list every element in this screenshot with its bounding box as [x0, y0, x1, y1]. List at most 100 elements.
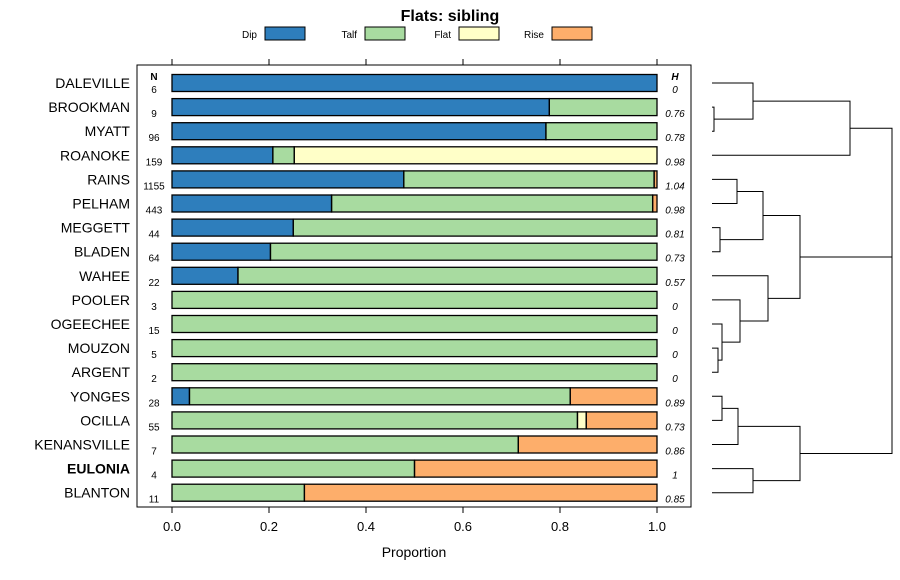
bar-segment-talf [172, 315, 657, 333]
bar-segment-outline [269, 242, 658, 261]
bar-segment-outline [651, 194, 658, 213]
bar-segment-dip [172, 267, 238, 285]
bar-segment-talf [172, 291, 657, 309]
row-label: DALEVILLE [55, 75, 130, 91]
bar-row: ROANOKE 159 0.98 [60, 146, 685, 168]
row-n-value: 11 [149, 495, 160, 506]
row-n-value: 5 [151, 350, 157, 361]
bar-segment-outline [569, 387, 658, 406]
row-label: EULONIA [67, 461, 130, 477]
bar-segment-talf [331, 195, 653, 212]
dendrogram-branch [763, 215, 801, 299]
bar-row: MYATT 96 0.78 [85, 122, 685, 144]
bar-segment-talf [270, 243, 657, 261]
row-n-value: 55 [148, 422, 160, 433]
bar-segment-rise [652, 195, 657, 212]
bar-segment-outline [292, 218, 658, 237]
plot-frame [136, 64, 692, 508]
row-n-value: 3 [151, 302, 157, 313]
row-label: BLANTON [64, 485, 130, 501]
legend-swatch-flat [458, 26, 500, 41]
row-h-value: 0.57 [665, 278, 685, 289]
dendrogram-branch [712, 407, 739, 445]
bar-segment-dip [172, 74, 657, 92]
bar-segment-dip [172, 195, 332, 212]
bar-segment-talf [293, 219, 657, 237]
bar-segment-outline [548, 97, 658, 117]
row-label: PELHAM [72, 196, 130, 212]
row-label: ROANOKE [60, 147, 130, 163]
dendrogram-branch [712, 347, 719, 373]
bar-row: POOLER 3 0 [72, 290, 678, 313]
bar-row: WAHEE 22 0.57 [79, 266, 685, 289]
row-h-value: 0.76 [665, 109, 685, 120]
x-tick-label: 0.0 [163, 519, 181, 534]
row-n-value: 6 [151, 85, 157, 96]
bar-segment-rise [518, 436, 657, 453]
row-h-value: 0.81 [665, 230, 684, 241]
row-n-value: 159 [146, 157, 163, 168]
row-label: KENANSVILLE [34, 437, 130, 453]
bar-segment-talf [172, 363, 657, 381]
bar-segment-rise [570, 387, 657, 405]
row-h-value: 0.85 [665, 495, 685, 506]
bar-segment-talf [172, 411, 578, 429]
row-n-value: 96 [148, 133, 160, 144]
bar-row: PELHAM 443 0.98 [72, 194, 685, 217]
row-h-value: 0.98 [665, 206, 685, 217]
row-label: OGEECHEE [51, 316, 130, 332]
bar-segment-outline [303, 483, 658, 502]
bar-segment-talf [172, 436, 519, 453]
bar-segment-dip [172, 122, 546, 140]
bar-row: YONGES 28 0.89 [70, 387, 685, 409]
x-tick-label: 0.6 [454, 519, 472, 534]
dendrogram-branch [712, 100, 851, 156]
row-label: YONGES [70, 388, 130, 404]
bar-segment-outline [413, 459, 658, 478]
legend-swatch-dip [264, 26, 306, 41]
row-label: WAHEE [79, 268, 130, 284]
row-h-value: 0.86 [665, 447, 685, 458]
row-label: OCILLA [80, 412, 130, 428]
row-h-value: 0.73 [665, 254, 685, 265]
dendrogram-branch [720, 190, 764, 241]
dendrogram-branch [712, 82, 754, 120]
dendrogram [712, 82, 893, 494]
row-label: MOUZON [68, 340, 130, 356]
row-label: POOLER [72, 292, 130, 308]
legend-label-flat: Flat [434, 30, 451, 41]
row-h-value: 1 [672, 471, 678, 482]
bar-row: ARGENT 2 0 [72, 363, 678, 385]
row-label: RAINS [87, 171, 130, 187]
bar-segment-dip [172, 219, 294, 237]
bar-row: EULONIA 4 1 [67, 459, 678, 482]
bar-segment-talf [172, 484, 305, 502]
row-n-value: 15 [148, 326, 160, 337]
row-label: MEGGETT [61, 220, 131, 236]
row-n-value: 28 [148, 398, 160, 409]
bar-segment-talf [272, 146, 295, 164]
bar-segment-flat [577, 411, 587, 429]
row-h-value: 0 [672, 85, 678, 96]
bar-segment-outline [171, 338, 658, 358]
bar-row: BLADEN 64 0.73 [74, 242, 685, 265]
row-n-value: 2 [151, 374, 157, 385]
bar-segment-outline [171, 363, 658, 382]
dendrogram-branch [712, 395, 723, 421]
x-axis: 0.0 0.2 0.4 0.6 0.8 1.0 [163, 507, 666, 534]
row-n-value: 4 [151, 471, 157, 482]
row-h-value: 0.89 [665, 398, 685, 409]
row-label: BLADEN [74, 244, 130, 260]
bar-segment-dip [172, 146, 273, 164]
bar-segment-outline [171, 73, 658, 93]
chart-title: Flats: sibling [401, 8, 500, 25]
row-n-value: 64 [148, 254, 160, 265]
x-axis-label: Proportion [382, 544, 447, 560]
bar-segment-outline [293, 146, 658, 165]
x-tick-label: 0.2 [260, 519, 278, 534]
row-h-value: 0.98 [665, 157, 685, 168]
legend-label-rise: Rise [524, 30, 544, 41]
bar-segment-outline [517, 435, 658, 454]
bar-segment-rise [654, 170, 657, 188]
